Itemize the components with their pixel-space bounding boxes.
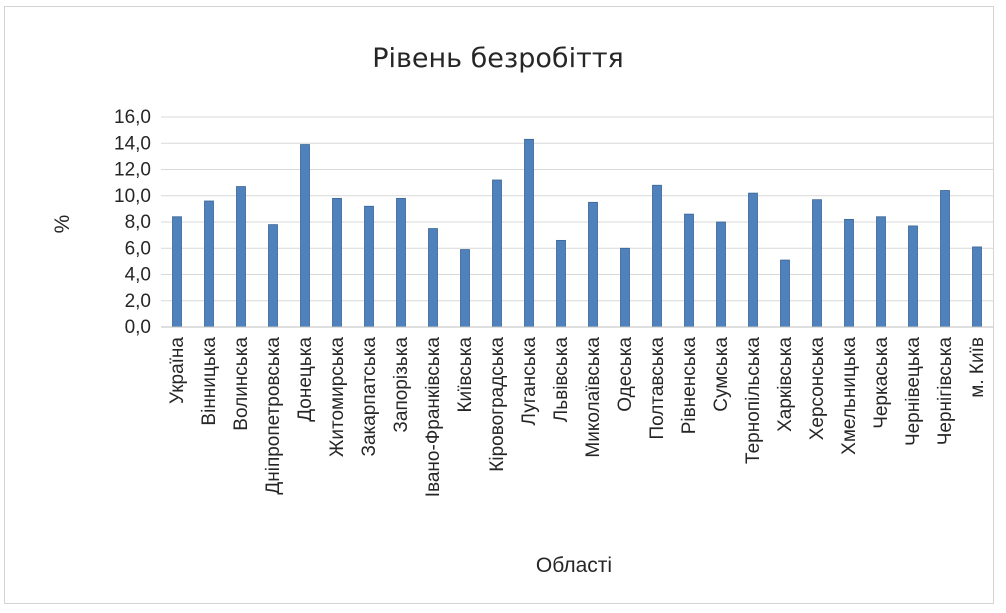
- bar-5: [300, 144, 310, 328]
- gridlines: [161, 116, 993, 302]
- bar-12: [524, 138, 534, 328]
- x-category-label: Дніпропетровська: [263, 337, 284, 495]
- x-category-label: Сумська: [711, 337, 732, 412]
- x-category-label: Чернівецька: [903, 337, 924, 446]
- y-axis-ticks: 0,0 2,0 4,0 6,0 8,0 10,0 12,0 14,0 16,0: [114, 107, 151, 338]
- bar-24: [908, 225, 918, 328]
- bar-22: [844, 218, 854, 328]
- y-tick-label: 16,0: [114, 107, 151, 128]
- x-category-label: Одеська: [615, 337, 636, 412]
- bar-14: [588, 201, 598, 328]
- bar-21: [812, 199, 822, 328]
- x-category-label: Волинська: [231, 337, 252, 431]
- x-category-label: м. Київ: [967, 337, 988, 398]
- y-tick-label: 14,0: [114, 133, 151, 154]
- bar-10: [460, 249, 470, 328]
- bar-4: [268, 224, 278, 328]
- bar-17: [684, 213, 694, 328]
- bar-19: [748, 192, 758, 328]
- x-category-label: Хмельницька: [839, 337, 860, 455]
- bar-2: [204, 200, 214, 328]
- x-category-label: Кіровоградська: [487, 337, 508, 472]
- x-category-label: Львівська: [551, 337, 572, 423]
- y-tick-label: 0,0: [125, 317, 151, 338]
- bar-7: [364, 205, 374, 328]
- x-category-label: Черкаська: [871, 337, 892, 429]
- y-tick-label: 2,0: [125, 291, 151, 312]
- x-category-label: Україна: [167, 337, 188, 404]
- x-category-label: Чернігівська: [935, 337, 956, 446]
- x-category-label: Донецька: [295, 337, 316, 422]
- bar-8: [396, 197, 406, 328]
- bar-26: [972, 246, 982, 328]
- y-tick-label: 8,0: [125, 212, 151, 233]
- y-tick-label: 4,0: [125, 265, 151, 286]
- x-category-label: Закарпатська: [359, 337, 380, 457]
- y-tick-label: 12,0: [114, 160, 151, 181]
- bar-11: [492, 179, 502, 328]
- x-category-label: Житомирська: [327, 337, 348, 458]
- bars: [172, 138, 982, 328]
- x-category-label: Харківська: [775, 337, 796, 432]
- x-axis-categories: Україна Вінницька Волинська Дніпропетровськ…: [167, 337, 988, 498]
- x-category-label: Миколаївська: [583, 337, 604, 458]
- bar-25: [940, 190, 950, 328]
- x-axis-title: Області: [536, 554, 612, 577]
- x-category-label: Вінницька: [199, 337, 220, 426]
- x-category-label: Київська: [455, 337, 476, 413]
- x-category-label: Луганська: [519, 337, 540, 426]
- bar-18: [716, 221, 726, 328]
- bar-20: [780, 259, 790, 328]
- x-category-label: Херсонська: [807, 337, 828, 441]
- x-category-label: Рівненська: [679, 337, 700, 435]
- x-category-label: Запорізька: [391, 337, 412, 433]
- y-axis-title: %: [51, 215, 74, 234]
- bar-9: [428, 228, 438, 328]
- x-category-label: Тернопільська: [743, 337, 764, 464]
- bar-1: [172, 216, 182, 328]
- bar-3: [236, 186, 246, 328]
- x-category-label: Полтавська: [647, 337, 668, 440]
- bar-chart: Рівень безробіття 0,0 2,0 4,0 6,0 8,0 10,0 12,…: [51, 43, 993, 577]
- y-tick-label: 10,0: [114, 186, 151, 207]
- y-tick-label: 6,0: [125, 238, 151, 259]
- bar-15: [620, 247, 630, 328]
- bar-23: [876, 216, 886, 328]
- bar-16: [652, 184, 662, 328]
- bar-6: [332, 197, 342, 328]
- chart-title: Рівень безробіття: [372, 43, 624, 74]
- bar-13: [556, 239, 566, 328]
- x-category-label: Івано-Франківська: [423, 337, 444, 498]
- chart-frame: Рівень безробіття 0,0 2,0 4,0 6,0 8,0 10,0 12,…: [4, 6, 994, 604]
